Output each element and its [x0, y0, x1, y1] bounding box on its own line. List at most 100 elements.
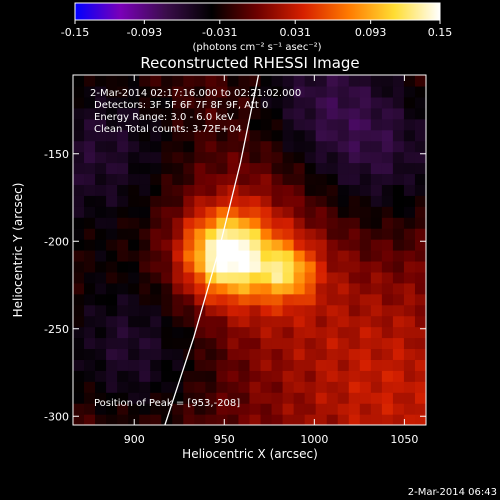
heatmap-cell: [216, 162, 229, 175]
heatmap-cell: [227, 250, 240, 262]
heatmap-cell: [84, 403, 96, 415]
heatmap-cell: [348, 348, 361, 360]
heatmap-cell: [150, 184, 162, 196]
heatmap-cell: [271, 348, 284, 360]
heatmap-cell: [293, 96, 306, 109]
heatmap-cell: [392, 107, 405, 120]
heatmap-cell: [106, 271, 118, 284]
heatmap-cell: [370, 392, 383, 404]
heatmap-cell: [260, 195, 273, 207]
heatmap-cell: [139, 96, 151, 109]
heatmap-cell: [414, 315, 426, 328]
heatmap-cell: [183, 326, 195, 339]
heatmap-cell: [337, 381, 350, 393]
heatmap-cell: [216, 250, 229, 262]
heatmap-cell: [95, 195, 107, 207]
heatmap-cell: [183, 304, 195, 317]
heatmap-cell: [183, 271, 195, 284]
heatmap-cell: [260, 217, 273, 229]
heatmap-cell: [227, 239, 240, 251]
heatmap-cell: [139, 359, 151, 371]
heatmap-cell: [348, 359, 361, 371]
heatmap-cell: [359, 414, 372, 425]
heatmap-cell: [194, 271, 206, 284]
heatmap-cell: [249, 348, 262, 360]
heatmap-cell: [139, 315, 151, 328]
chart-title: Reconstructed RHESSI Image: [140, 54, 359, 72]
heatmap-cell: [370, 403, 383, 415]
heatmap-cell: [315, 228, 328, 240]
heatmap-cell: [249, 162, 262, 175]
heatmap-cell: [95, 239, 107, 251]
heatmap-cell: [359, 107, 372, 120]
heatmap-cell: [260, 151, 273, 164]
heatmap-cell: [95, 315, 107, 328]
heatmap-cell: [403, 326, 416, 339]
heatmap-cell: [161, 151, 173, 164]
heatmap-cell: [73, 173, 85, 185]
heatmap-cell: [359, 260, 372, 273]
heatmap-cell: [315, 129, 328, 142]
heatmap-cell: [73, 359, 85, 371]
heatmap-cell: [392, 414, 405, 425]
heatmap-cell: [183, 403, 195, 415]
heatmap-cell: [370, 260, 383, 273]
heatmap-cell: [315, 184, 328, 196]
heatmap-cell: [95, 85, 107, 98]
heatmap-cell: [359, 217, 372, 229]
heatmap-cell: [326, 282, 339, 295]
heatmap-cell: [106, 96, 118, 109]
heatmap-cell: [304, 381, 317, 393]
heatmap-cell: [117, 228, 129, 240]
heatmap-cell: [128, 129, 140, 142]
heatmap-cell: [414, 151, 426, 164]
heatmap-cell: [282, 162, 295, 175]
heatmap-cell: [161, 140, 173, 153]
heatmap-cell: [403, 228, 416, 240]
heatmap-cell: [238, 359, 251, 371]
heatmap-cell: [106, 239, 118, 251]
heatmap-cell: [282, 85, 295, 98]
heatmap-cell: [348, 271, 361, 284]
heatmap-cell: [392, 392, 405, 404]
heatmap-cell: [216, 293, 229, 306]
heatmap-cell: [128, 250, 140, 262]
heatmap-cell: [227, 85, 240, 98]
heatmap-cell: [315, 195, 328, 207]
heatmap-cell: [128, 337, 140, 350]
heatmap-cell: [282, 140, 295, 153]
heatmap-cell: [260, 162, 273, 175]
heatmap-cell: [117, 173, 129, 185]
heatmap-cell: [381, 337, 394, 350]
heatmap-cell: [73, 282, 85, 295]
heatmap-cell: [172, 304, 184, 317]
heatmap-cell: [238, 326, 251, 339]
heatmap-cell: [249, 96, 262, 109]
annotation-energy-range: Energy Range: 3.0 - 6.0 keV: [94, 112, 234, 123]
heatmap-cell: [117, 250, 129, 262]
heatmap-cell: [183, 348, 195, 360]
heatmap-cell: [73, 96, 85, 109]
heatmap-cell: [194, 228, 206, 240]
heatmap-cell: [392, 381, 405, 393]
heatmap-cell: [370, 140, 383, 153]
heatmap-cell: [161, 184, 173, 196]
heatmap-cell: [194, 260, 206, 273]
heatmap-cell: [370, 75, 383, 87]
heatmap-cell: [260, 250, 273, 262]
heatmap-cell: [249, 392, 262, 404]
heatmap-cell: [227, 315, 240, 328]
heatmap-cell: [293, 414, 306, 425]
heatmap-cell: [106, 348, 118, 360]
heatmap-cell: [139, 403, 151, 415]
heatmap-cell: [282, 206, 295, 218]
heatmap-cell: [403, 348, 416, 360]
heatmap-cell: [392, 403, 405, 415]
heatmap-cell: [172, 195, 184, 207]
heatmap-cell: [249, 271, 262, 284]
heatmap-cell: [161, 162, 173, 175]
heatmap-cell: [161, 315, 173, 328]
heatmap-cell: [84, 250, 96, 262]
heatmap-cell: [172, 129, 184, 142]
heatmap-cell: [106, 184, 118, 196]
